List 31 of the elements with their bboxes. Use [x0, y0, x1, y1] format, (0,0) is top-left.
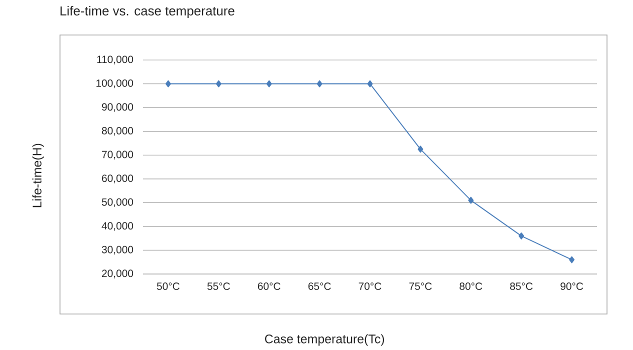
x-tick-label: 80°C: [460, 282, 482, 290]
point: [165, 80, 171, 88]
y-tick-label: 50,000: [102, 198, 134, 207]
point: [418, 146, 424, 153]
x-tick-label: 70°C: [358, 282, 382, 290]
y-tick-label: 60,000: [102, 174, 134, 184]
point: [468, 196, 474, 204]
y-tick-label: 30,000: [102, 246, 134, 255]
point: [518, 232, 524, 240]
point: [569, 256, 575, 264]
y-axis-title: Life-time(H): [32, 144, 44, 208]
y-tick-label: 100,000: [96, 79, 134, 88]
y-tick-label: 40,000: [102, 222, 134, 231]
y-tick-label: 20,000: [102, 270, 134, 278]
x-axis-title: Case temperature(Tc): [265, 334, 384, 346]
x-tick-label: 85°C: [510, 282, 533, 290]
x-tick-label: 65°C: [308, 282, 331, 290]
point: [216, 80, 222, 88]
x-tick-label: 75°C: [409, 282, 432, 290]
chart-title: Life-time vs. case temperature: [60, 6, 234, 18]
point: [367, 80, 373, 88]
y-tick-label: 90,000: [102, 103, 134, 112]
y-tick-label: 70,000: [102, 150, 134, 160]
x-tick-label: 60°C: [258, 282, 280, 290]
y-tick-label: 110,000: [97, 56, 134, 64]
x-tick-label: 55°C: [207, 282, 230, 290]
x-tick-label: 90°C: [560, 282, 584, 290]
point: [316, 80, 322, 88]
x-tick-label: 50°C: [156, 282, 180, 290]
point: [266, 80, 272, 88]
y-tick-label: 80,000: [102, 127, 134, 136]
